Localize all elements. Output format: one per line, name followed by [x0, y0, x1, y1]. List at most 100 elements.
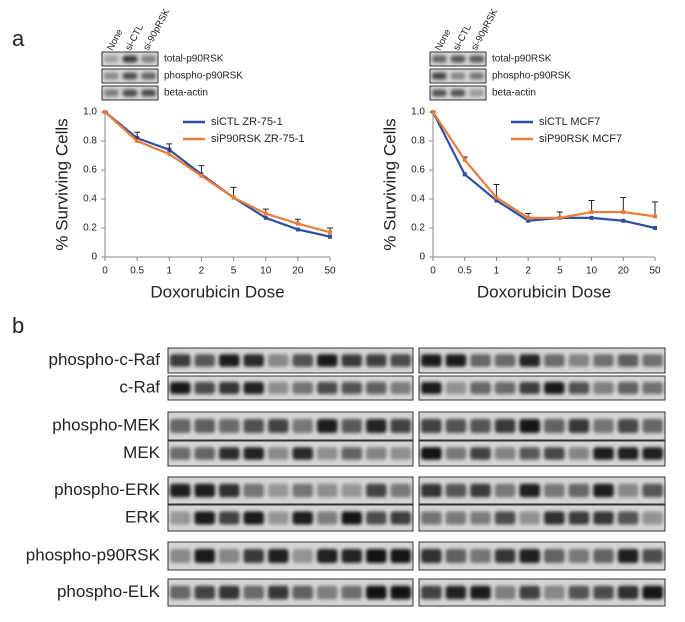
blot-band — [243, 483, 264, 498]
blot-band — [445, 483, 467, 498]
blot-band — [494, 585, 516, 600]
blot-band — [317, 511, 338, 525]
blot-band — [617, 419, 639, 433]
point — [199, 173, 204, 178]
lane-label: None — [433, 27, 453, 52]
blot-band — [421, 483, 442, 498]
blot-band — [366, 585, 387, 600]
blot-band — [122, 55, 138, 63]
blot-band — [544, 511, 565, 525]
blot-band — [642, 354, 663, 367]
blot-band — [445, 354, 467, 367]
row-label: phospho-MEK — [52, 415, 160, 434]
blot-band — [445, 585, 467, 600]
x-tick-label: 10 — [586, 266, 598, 277]
x-tick-label: 0 — [102, 266, 108, 277]
y-tick-label: 1.0 — [411, 107, 425, 118]
blot-band — [292, 354, 313, 367]
blot-band — [366, 382, 387, 394]
blot-band — [494, 447, 516, 460]
blot-band — [219, 511, 240, 525]
blot-band — [268, 511, 289, 525]
blot-band — [568, 511, 590, 525]
point — [494, 195, 499, 200]
blot-band — [617, 585, 639, 600]
blot-band — [170, 511, 191, 525]
blot-band — [642, 419, 663, 433]
blot-band — [519, 511, 540, 525]
x-tick-label: 2 — [525, 266, 531, 277]
blot-band — [243, 511, 264, 525]
x-tick-label: 20 — [618, 266, 630, 277]
blot-band — [292, 483, 313, 498]
blot-band — [421, 382, 442, 394]
blot-band — [268, 382, 289, 394]
point — [653, 214, 657, 219]
blot-band — [593, 511, 614, 525]
blot-band — [317, 354, 338, 367]
blot-band — [243, 354, 264, 367]
blot-band — [450, 72, 466, 80]
legend-label: siP90RSK MCF7 — [539, 133, 622, 145]
blot-band — [268, 354, 289, 367]
blot-band — [469, 89, 484, 97]
blot-band — [366, 511, 387, 525]
blot-band — [544, 483, 565, 498]
blot-band — [219, 354, 240, 367]
blot-band — [568, 354, 590, 367]
point — [295, 227, 300, 232]
blot-band — [519, 585, 540, 600]
blot-band — [593, 419, 614, 433]
x-tick-label: 0 — [430, 266, 436, 277]
blot-band — [194, 511, 215, 525]
blot-band — [544, 419, 565, 433]
y-axis-title: % Surviving Cells — [52, 118, 71, 250]
blot-band — [390, 483, 411, 498]
blot-band — [470, 447, 491, 460]
blot-band — [617, 549, 639, 563]
point — [653, 226, 657, 230]
blot-band — [243, 382, 264, 394]
blot-band — [568, 549, 590, 563]
blot-band — [519, 549, 540, 563]
band-label: beta-actin — [164, 88, 208, 99]
lane-label: None — [105, 27, 125, 52]
blot-band — [470, 549, 491, 563]
y-tick-label: 0.6 — [83, 165, 97, 176]
blot-band — [445, 447, 467, 460]
series-line — [432, 111, 656, 219]
blot-band — [317, 382, 338, 394]
x-tick-label: 50 — [649, 266, 661, 277]
blot-band — [593, 354, 614, 367]
blot-band — [568, 419, 590, 433]
x-tick-label: 10 — [260, 266, 272, 277]
x-axis-title: Doxorubicin Dose — [150, 282, 284, 301]
blot-band — [432, 55, 447, 63]
blot-band — [104, 72, 119, 80]
blot-band — [341, 511, 362, 525]
blot-band — [366, 483, 387, 498]
blot-band — [194, 447, 215, 460]
blot-band — [390, 511, 411, 525]
blot-band — [642, 483, 663, 498]
x-tick-label: 1 — [167, 266, 173, 277]
point — [231, 195, 236, 200]
blot-band — [568, 483, 590, 498]
x-axis-title: Doxorubicin Dose — [477, 282, 611, 301]
blot-band — [642, 585, 663, 600]
panel-label: a — [12, 26, 25, 51]
error-bar — [620, 197, 627, 213]
y-tick-label: 0 — [91, 252, 97, 263]
blot-band — [170, 419, 191, 433]
blot-band — [617, 511, 639, 525]
blot-band — [390, 419, 411, 433]
row-label: phospho-p90RSK — [26, 545, 161, 564]
blot-band — [494, 354, 516, 367]
error-bar — [493, 184, 500, 198]
blot-band — [544, 354, 565, 367]
x-tick-label: 50 — [324, 266, 336, 277]
y-tick-label: 0.4 — [83, 194, 97, 205]
error-bar — [652, 201, 658, 217]
blot-band — [617, 354, 639, 367]
blot-band — [469, 55, 484, 63]
